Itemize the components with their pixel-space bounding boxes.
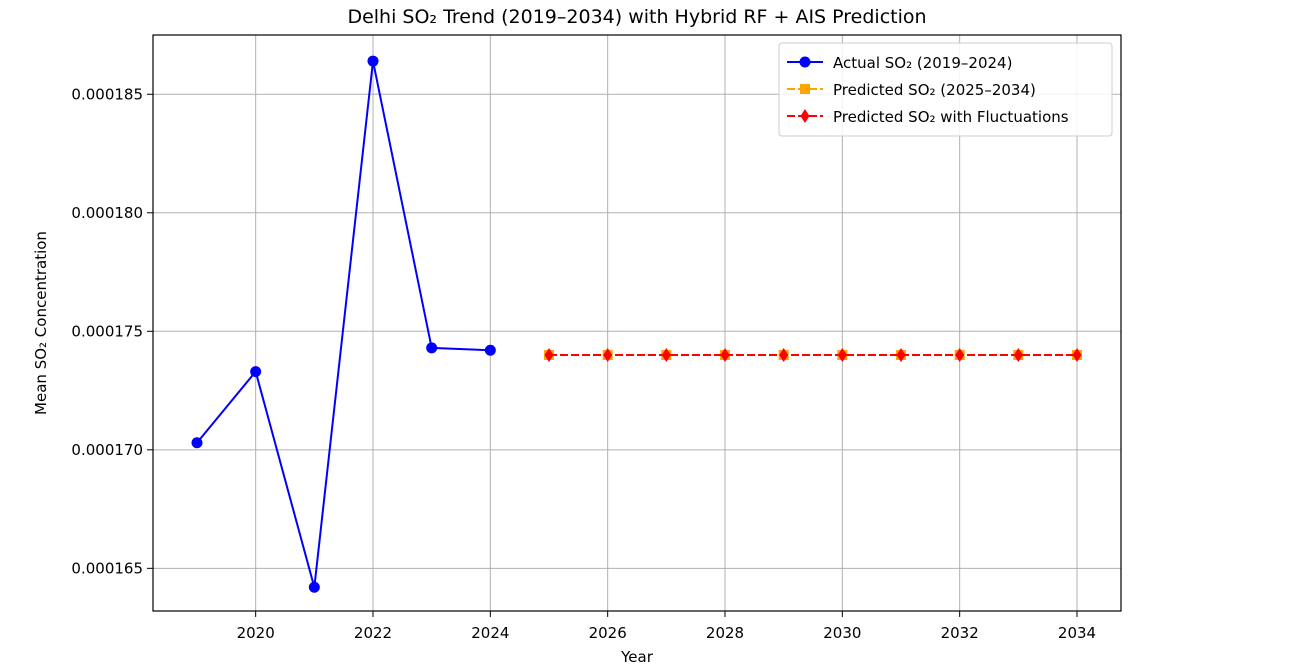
x-tick-label: 2022 — [354, 624, 392, 642]
legend-label: Actual SO₂ (2019–2024) — [833, 54, 1012, 72]
x-tick-label: 2024 — [471, 624, 509, 642]
x-axis-label: Year — [620, 648, 654, 666]
data-point — [308, 581, 320, 593]
y-tick-label: 0.000165 — [71, 559, 143, 577]
y-axis: 0.000165 0.000170 0.000175 0.000180 0.000185 — [71, 85, 153, 577]
data-point — [779, 348, 789, 362]
x-tick-label: 2020 — [237, 624, 275, 642]
x-tick-label: 2028 — [706, 624, 744, 642]
data-point — [603, 348, 613, 362]
legend-marker — [800, 109, 810, 123]
legend-label: Predicted SO₂ with Fluctuations — [833, 108, 1069, 126]
series-3 — [544, 348, 1082, 362]
data-point — [661, 348, 671, 362]
x-tick-label: 2030 — [823, 624, 861, 642]
data-point — [720, 348, 730, 362]
data-point — [1013, 348, 1023, 362]
series-1 — [191, 55, 496, 593]
x-tick-label: 2026 — [589, 624, 627, 642]
data-point — [896, 348, 906, 362]
data-point — [484, 344, 496, 356]
series-1-line — [196, 60, 491, 588]
x-tick-label: 2034 — [1058, 624, 1096, 642]
plot-frame — [152, 34, 1122, 612]
legend-box — [778, 42, 1113, 137]
data-point — [544, 348, 554, 362]
y-tick-label: 0.000180 — [71, 204, 143, 222]
legend-marker — [800, 84, 810, 94]
legend: Actual SO₂ (2019–2024) Predicted SO₂ (202… — [778, 42, 1113, 137]
legend-marker — [799, 56, 811, 68]
data-point — [955, 348, 965, 362]
legend-label: Predicted SO₂ (2025–2034) — [833, 81, 1036, 99]
y-tick-label: 0.000185 — [71, 85, 143, 103]
data-point — [1072, 348, 1082, 362]
y-tick-label: 0.000175 — [71, 322, 143, 340]
data-point — [250, 366, 262, 378]
series-layer — [191, 55, 1082, 593]
chart-title: Delhi SO₂ Trend (2019–2034) with Hybrid … — [347, 6, 926, 28]
y-tick-label: 0.000170 — [71, 441, 143, 459]
data-point — [837, 348, 847, 362]
data-point — [367, 55, 379, 67]
data-point — [426, 342, 438, 354]
y-axis-label: Mean SO₂ Concentration — [32, 231, 50, 415]
x-tick-label: 2032 — [941, 624, 979, 642]
data-point — [191, 437, 203, 449]
x-axis: 2020 2022 2024 2026 2028 2030 2032 2034 — [237, 611, 1096, 642]
